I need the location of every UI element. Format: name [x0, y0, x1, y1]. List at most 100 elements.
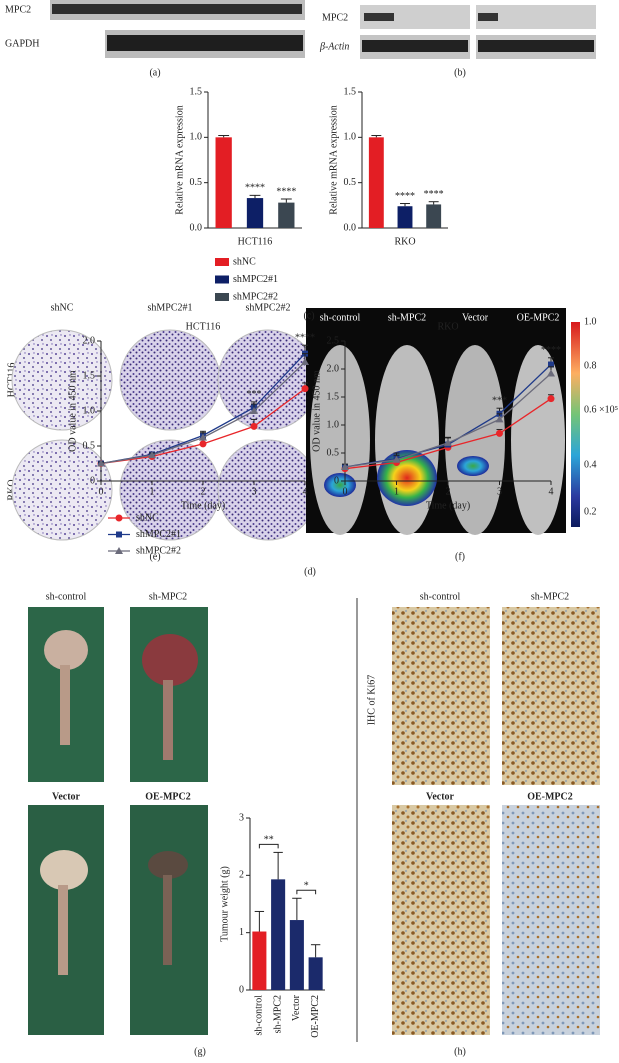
bar [426, 204, 442, 228]
y-tick-label: 2.0 [83, 335, 96, 346]
signal [324, 473, 356, 497]
photo-label: OE-MPC2 [527, 791, 573, 802]
x-axis-title: RKO [394, 236, 415, 247]
bar [271, 879, 286, 990]
significance-label: *** [492, 395, 507, 406]
panel-g: sh-control sh-MPC2 Vector OE-MPC2 (g) [28, 591, 208, 1057]
marker [250, 422, 258, 430]
marker [116, 531, 122, 538]
tissue [58, 885, 68, 975]
panel-label: (b) [454, 67, 466, 78]
y-tick-label: 1.0 [327, 419, 340, 430]
significance-bracket [258, 843, 279, 849]
bar [252, 931, 267, 990]
significance-label: **** [424, 189, 444, 200]
photo-label: sh-MPC2 [149, 591, 187, 602]
significance-label: **** [395, 191, 415, 202]
tissue [60, 665, 70, 745]
row-label: IHC of Ki67 [366, 675, 377, 726]
panel-a: MPC2 GAPDH (a) [5, 0, 305, 78]
bar [215, 137, 232, 228]
panel-label: (g) [194, 1046, 206, 1057]
photo-label: sh-control [46, 591, 87, 602]
y-axis-title: Relative mRNA expression [328, 105, 339, 214]
photo-label: Vector [426, 791, 455, 802]
legend-swatch [215, 258, 229, 266]
bar [308, 957, 323, 990]
legend-swatch [215, 293, 229, 301]
blot-band [52, 4, 302, 14]
x-tick-label: 4 [303, 486, 308, 497]
x-tick-label: sh-MPC2 [272, 995, 283, 1033]
colorbar [571, 322, 580, 527]
y-axis-title: Tumour weight (g) [219, 866, 230, 942]
significance-label: **** [276, 186, 296, 197]
blot-band [478, 13, 498, 21]
ihc-image [502, 607, 600, 785]
chart-title: RKO [437, 321, 458, 332]
marker [301, 358, 309, 365]
signal [457, 456, 489, 476]
colony-plate [11, 329, 113, 431]
marker [495, 415, 504, 423]
legend-label: shMPC2#2 [233, 291, 278, 302]
photo-label: sh-control [420, 591, 461, 602]
y-tick-label: 1.0 [344, 132, 357, 143]
x-tick-label: 4 [549, 486, 554, 497]
y-tick-label: 2 [239, 870, 244, 881]
column-label: shMPC2#2 [245, 302, 290, 313]
bar [368, 137, 384, 228]
y-axis-title: OD value in 450 nm [67, 370, 78, 452]
ihc-image [392, 805, 490, 1035]
marker [115, 514, 123, 522]
panel-f: sh-control sh-MPC2 Vector OE-MPC2 1.0 0.… [306, 308, 618, 562]
marker [392, 455, 401, 463]
y-tick-label: 0 [90, 475, 95, 486]
significance-label: **** [245, 183, 265, 194]
y-tick-label: 0.5 [190, 177, 203, 188]
tumour [142, 634, 198, 686]
legend-swatch [215, 275, 229, 284]
panel-label: (d) [304, 566, 316, 577]
y-axis-title: OD value in 450 nm [311, 370, 322, 452]
blot-band [478, 40, 594, 52]
mouse [511, 345, 565, 535]
tissue [163, 875, 172, 965]
panel-label: (f) [455, 551, 465, 562]
tumour [44, 630, 88, 670]
significance-label: **** [541, 345, 561, 356]
y-tick-label: 1.5 [190, 86, 203, 97]
y-tick-label: 0.0 [344, 222, 357, 233]
bar [278, 202, 295, 228]
x-tick-label: 0 [99, 486, 104, 497]
panel-h: IHC of Ki67 sh-control sh-MPC2 Vector OE… [356, 591, 600, 1057]
photo-label: OE-MPC2 [145, 791, 191, 802]
x-tick-label: 2 [446, 486, 451, 497]
blot-label: GAPDH [5, 38, 39, 49]
ihc-image [392, 607, 490, 785]
column-label: shMPC2#1 [147, 302, 192, 313]
tissue [163, 680, 173, 760]
blot-label: β-Actin [319, 41, 349, 52]
marker [97, 459, 105, 467]
marker [444, 438, 452, 446]
x-tick-label: 2 [201, 486, 206, 497]
significance-label: * [304, 881, 309, 892]
column-label: shNC [51, 302, 74, 313]
blot-band [364, 13, 394, 21]
column-label: OE-MPC2 [517, 312, 560, 323]
y-tick-label: 2.0 [327, 363, 340, 374]
marker [548, 361, 554, 368]
marker [199, 440, 207, 448]
colorbar-label: 0.8 [584, 360, 597, 371]
x-tick-label: 1 [394, 486, 399, 497]
colorbar-label: 0.4 [584, 459, 597, 470]
marker [341, 463, 349, 470]
legend-label: shNC [233, 256, 256, 267]
photo-label: Vector [52, 791, 81, 802]
legend-label: shMPC2#1 [233, 274, 278, 285]
y-tick-label: 3 [239, 812, 244, 823]
ihc-image [502, 805, 600, 1035]
tumour [148, 851, 188, 879]
